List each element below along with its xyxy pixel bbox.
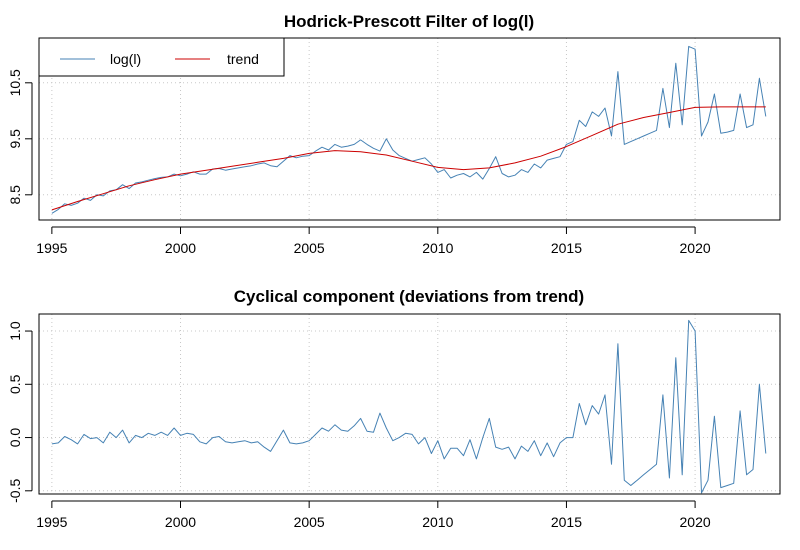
series-lines xyxy=(51,45,767,214)
x-tick-label: 1995 xyxy=(36,514,67,530)
x-tick-label: 2010 xyxy=(422,240,453,256)
series-line-cycle xyxy=(51,319,767,494)
legend: log(l) trend xyxy=(38,37,285,77)
plot-frame xyxy=(38,313,781,495)
y-tick-label: 9.5 xyxy=(7,129,23,149)
y-axis: -0.5 0.0 0.5 1.0 xyxy=(7,321,33,503)
x-tick-label: 2015 xyxy=(551,514,582,530)
x-tick-label: 2005 xyxy=(294,240,325,256)
legend-label-log-l: log(l) xyxy=(110,51,141,67)
legend-label-trend: trend xyxy=(227,51,259,67)
y-axis: 8.5 9.5 10.5 xyxy=(7,69,33,205)
y-tick-label: 0.0 xyxy=(7,428,23,448)
chart-title: Cyclical component (deviations from tren… xyxy=(234,287,584,306)
x-axis: 1995 2000 2005 2010 2015 2020 xyxy=(36,226,711,256)
y-tick-label: 0.5 xyxy=(7,374,23,394)
plot-frame xyxy=(38,37,781,221)
chart-title: Hodrick-Prescott Filter of log(l) xyxy=(284,12,534,31)
series-line-trend xyxy=(51,106,766,211)
x-tick-label: 2020 xyxy=(680,514,711,530)
cyclical-panel: Cyclical component (deviations from tren… xyxy=(7,287,781,530)
x-tick-label: 2000 xyxy=(165,240,196,256)
y-tick-label: -0.5 xyxy=(7,479,23,503)
y-tick-label: 8.5 xyxy=(7,185,23,205)
x-axis: 1995 2000 2005 2010 2015 2020 xyxy=(36,500,711,530)
y-tick-label: 1.0 xyxy=(7,321,23,341)
hp-filter-panel: Hodrick-Prescott Filter of log(l) 1995 20… xyxy=(7,12,781,256)
x-tick-label: 2000 xyxy=(165,514,196,530)
legend-box xyxy=(38,37,285,77)
x-tick-label: 2010 xyxy=(422,514,453,530)
x-tick-label: 2020 xyxy=(680,240,711,256)
y-tick-label: 10.5 xyxy=(7,69,23,96)
x-tick-label: 2005 xyxy=(294,514,325,530)
series-line-log-l xyxy=(51,45,767,214)
x-tick-label: 2015 xyxy=(551,240,582,256)
series-lines xyxy=(51,319,767,494)
x-tick-label: 1995 xyxy=(36,240,67,256)
